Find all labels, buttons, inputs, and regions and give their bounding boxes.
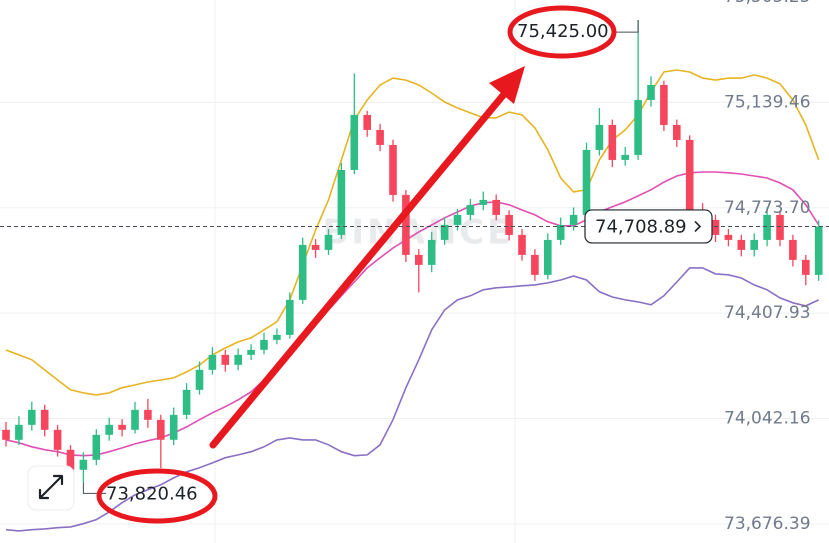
candle-body <box>737 239 746 250</box>
candle-body <box>518 234 526 255</box>
candle-body <box>79 459 88 470</box>
candles <box>2 20 823 483</box>
low-label: 73,820.46 <box>106 483 198 504</box>
candle-body <box>763 214 771 240</box>
chevron <box>694 220 702 233</box>
y-tick-label: 73,676.39 <box>724 514 811 534</box>
candle-body <box>608 124 617 160</box>
candle-body <box>363 114 371 130</box>
high-leader <box>614 20 639 33</box>
candle-body <box>169 414 178 440</box>
candle-body <box>118 424 126 430</box>
candle-body <box>492 199 500 215</box>
candle-body <box>221 354 230 365</box>
candle-body <box>711 219 720 235</box>
y-tick-label: 74,042.16 <box>724 409 811 429</box>
y-tick-label: 74,407.93 <box>724 303 811 323</box>
y-tick-label: 75,505.25 <box>724 0 811 7</box>
band-line <box>5 267 820 532</box>
candle-body <box>182 389 191 415</box>
candle-body <box>53 429 62 450</box>
candle-body <box>2 429 10 440</box>
candle-body <box>789 239 797 260</box>
candle-body <box>389 144 397 195</box>
candle-body <box>505 214 513 235</box>
candle-body <box>544 239 552 275</box>
candle-body <box>105 424 113 435</box>
candle-body <box>324 234 333 250</box>
candle-body <box>66 449 75 470</box>
bands <box>5 69 820 532</box>
expand-button[interactable] <box>27 465 75 511</box>
annotations: 74,708.89 75,425.00 73,820.46 <box>0 20 829 504</box>
current-price-label: 74,708.89 <box>595 216 687 237</box>
candle-body <box>673 124 681 140</box>
candle-body <box>453 214 462 225</box>
candle-body <box>531 254 539 275</box>
band-line <box>5 171 820 457</box>
candle-body <box>582 149 591 215</box>
candle-body <box>157 419 165 440</box>
arrow-head <box>489 66 525 104</box>
candle-body <box>440 224 449 240</box>
candle-body <box>298 244 307 300</box>
y-axis: 75,505.25 75,139.46 74,773.70 74,407.93 74,0… <box>724 0 811 534</box>
candle-body <box>621 154 629 160</box>
candle-body <box>814 226 823 275</box>
candle-body <box>286 299 294 335</box>
candle-body <box>427 239 436 265</box>
candle-body <box>776 214 784 240</box>
candle-body <box>647 84 655 100</box>
candle-body <box>195 369 204 390</box>
candle-body <box>556 224 565 240</box>
candle-body <box>634 99 642 155</box>
candle-body <box>260 339 268 350</box>
y-tick-label: 74,773.70 <box>724 198 811 218</box>
candle-body <box>208 354 217 370</box>
high-label: 75,425.00 <box>517 21 609 42</box>
candle-body <box>15 424 23 440</box>
candle-body <box>92 434 101 460</box>
highlight-ellipse <box>96 468 218 524</box>
candle-body <box>685 139 694 210</box>
price-box <box>584 209 713 244</box>
candle-body <box>28 409 36 425</box>
candle-body <box>273 334 281 340</box>
candle-body <box>595 124 604 150</box>
candle-body <box>40 409 49 430</box>
candle-body <box>802 259 810 275</box>
highlight-ellipse <box>507 5 617 59</box>
candle-body <box>479 199 488 205</box>
candle-body <box>569 214 578 225</box>
candle-body <box>144 409 152 420</box>
candle-body <box>750 239 758 250</box>
candle-body <box>311 244 320 250</box>
candle-body <box>376 129 384 145</box>
y-tick-label: 75,139.46 <box>724 92 811 112</box>
candle-body <box>234 354 242 365</box>
candle-body <box>466 204 475 215</box>
candle-body <box>724 234 733 240</box>
expand-icon[interactable] <box>38 474 64 500</box>
band-line <box>5 69 820 396</box>
candle-body <box>337 169 346 235</box>
candle-body <box>402 194 410 255</box>
candle-body <box>350 114 359 170</box>
candle-body <box>247 349 255 355</box>
candle-body <box>415 254 423 265</box>
candle-body <box>660 84 668 125</box>
arrow-shaft <box>209 89 509 449</box>
candle-body <box>131 409 139 430</box>
